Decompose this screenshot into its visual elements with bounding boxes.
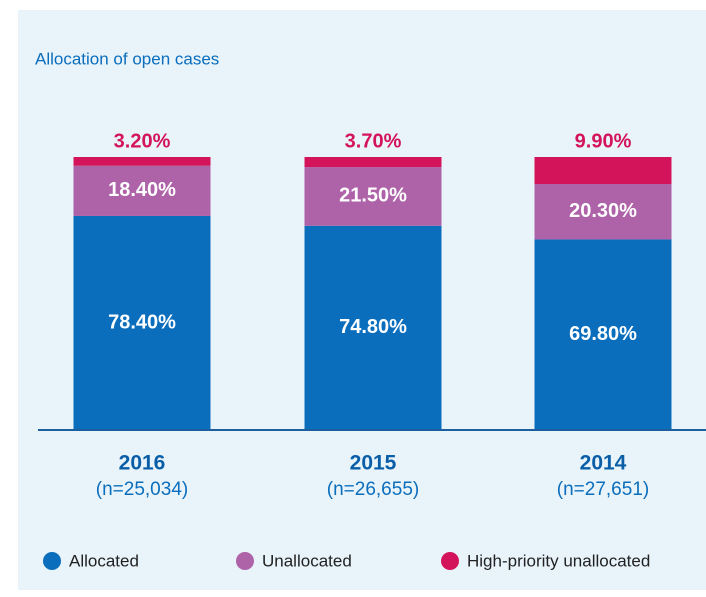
x-tick-label: 2015: [350, 452, 397, 475]
x-tick-sublabel: (n=27,651): [557, 479, 649, 500]
bar-segment: [304, 157, 442, 168]
bar-segment: [534, 239, 672, 430]
data-label: 3.20%: [114, 130, 171, 152]
legend-swatch: [43, 552, 61, 570]
bar-segment: [73, 157, 211, 166]
bar-segment: [73, 215, 211, 430]
data-label: 18.40%: [108, 179, 176, 201]
legend-label: High-priority unallocated: [467, 551, 650, 570]
x-tick-label: 2016: [119, 452, 166, 475]
bar-segment: [304, 225, 442, 430]
bar-segment: [534, 184, 672, 240]
legend-label: Allocated: [69, 551, 139, 570]
bar-segment: [304, 167, 442, 226]
data-label: 20.30%: [569, 200, 637, 222]
data-label: 21.50%: [339, 185, 407, 207]
legend-swatch: [236, 552, 254, 570]
legend-swatch: [441, 552, 459, 570]
data-label: 9.90%: [575, 130, 632, 152]
legend-label: Unallocated: [262, 551, 352, 570]
x-tick-label: 2014: [580, 452, 627, 475]
data-label: 78.40%: [108, 311, 176, 333]
data-label: 74.80%: [339, 316, 407, 338]
data-label: 3.70%: [345, 130, 402, 152]
chart-title: Allocation of open cases: [35, 49, 219, 68]
data-label: 69.80%: [569, 323, 637, 345]
bar-segment: [73, 165, 211, 216]
x-tick-sublabel: (n=25,034): [96, 479, 188, 500]
bar-segment: [534, 157, 672, 185]
x-tick-sublabel: (n=26,655): [327, 479, 419, 500]
